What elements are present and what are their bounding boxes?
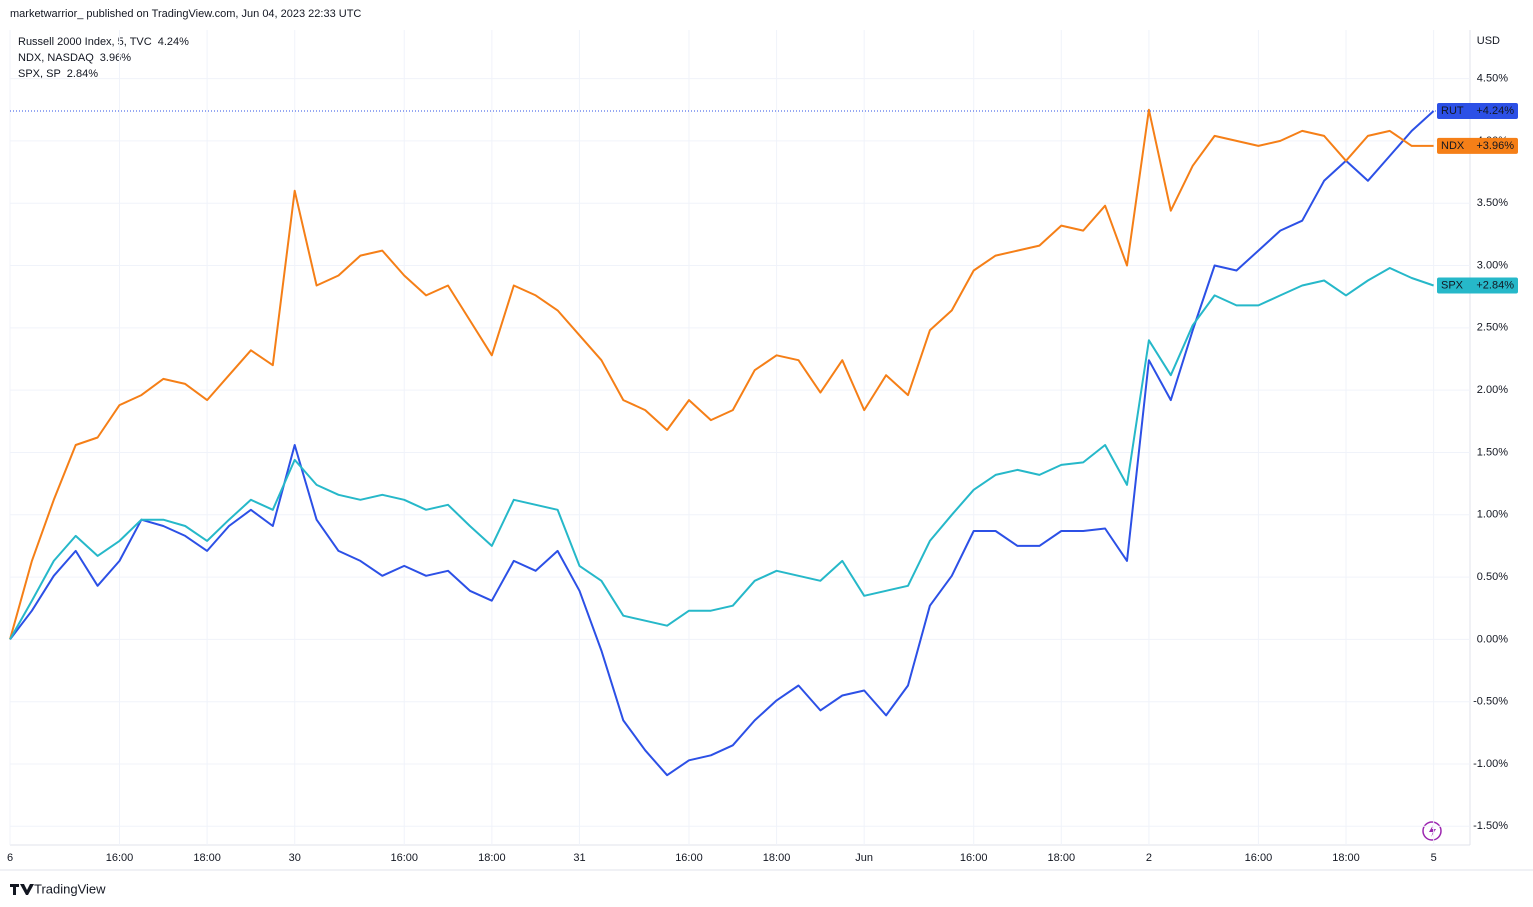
y-tick-label: 4.50%: [1477, 73, 1508, 85]
x-tick-label: 16:00: [1245, 852, 1273, 864]
y-tick-label: 0.00%: [1477, 633, 1508, 645]
y-tick-label: 2.50%: [1477, 322, 1508, 334]
header: marketwarrior_ published on TradingView.…: [10, 8, 361, 20]
legend: Russell 2000 Index, 5, TVC 4.24% NDX, NASD…: [18, 36, 189, 80]
x-tick-label: 31: [573, 852, 585, 864]
y-tick-label: -1.00%: [1473, 758, 1508, 770]
x-tick-label: 18:00: [478, 852, 506, 864]
legend-value: 4.24%: [158, 36, 189, 48]
y-tick-label: 3.00%: [1477, 259, 1508, 271]
alert-icon[interactable]: [1422, 821, 1442, 841]
price-tag-value: +4.24%: [1476, 105, 1514, 117]
x-tick-label: 18:00: [193, 852, 221, 864]
x-tick-label: 18:00: [1332, 852, 1360, 864]
legend-value: 3.96%: [100, 52, 131, 64]
x-tick-label: 16:00: [960, 852, 988, 864]
y-tick-label: 3.50%: [1477, 197, 1508, 209]
y-tick-label: 1.00%: [1477, 509, 1508, 521]
series-line: [9, 267, 1434, 640]
price-tag-name: SPX: [1441, 279, 1464, 291]
price-tag-value: +2.84%: [1476, 279, 1514, 291]
price-tag-name: NDX: [1441, 140, 1465, 152]
logo: [10, 884, 34, 895]
x-tick-label: Jun: [855, 852, 873, 864]
price-tag-name: RUT: [1441, 105, 1464, 117]
price-tag: [1437, 103, 1518, 120]
series-line: [9, 108, 1434, 640]
y-tick-label: -0.50%: [1473, 696, 1508, 708]
legend-name: Russell 2000 Index, 5, TVC: [18, 36, 152, 48]
x-tick-label: 16:00: [675, 852, 703, 864]
footer-brand: TradingView: [34, 881, 106, 896]
x-tick-label: 30: [289, 852, 301, 864]
price-tag-value: +3.96%: [1476, 140, 1514, 152]
legend-name: SPX, SP: [18, 68, 61, 80]
alert-bolt: [1429, 825, 1436, 837]
x-tick-label: 16:00: [106, 852, 134, 864]
x-tick-label: 18:00: [1048, 852, 1076, 864]
x-tick-label: 6: [7, 852, 13, 864]
currency: USD: [1477, 35, 1500, 47]
price-tag: [1437, 137, 1518, 154]
grid-layer: [9, 30, 1470, 845]
x-tick-label: 16:00: [390, 852, 418, 864]
y-tick-label: 1.50%: [1477, 446, 1508, 458]
x-tick-label: 18:00: [763, 852, 791, 864]
x-tick-label: 5: [1431, 852, 1437, 864]
y-tick-label: 0.50%: [1477, 571, 1508, 583]
series-line: [9, 110, 1435, 777]
y-tick-label: 2.00%: [1477, 384, 1508, 396]
price-tag: [1437, 277, 1518, 294]
x-tick-label: 2: [1146, 852, 1152, 864]
legend-name: NDX, NASDAQ: [18, 52, 94, 64]
legend-value: 2.84%: [67, 68, 98, 80]
y-tick-label: -1.50%: [1473, 820, 1508, 832]
